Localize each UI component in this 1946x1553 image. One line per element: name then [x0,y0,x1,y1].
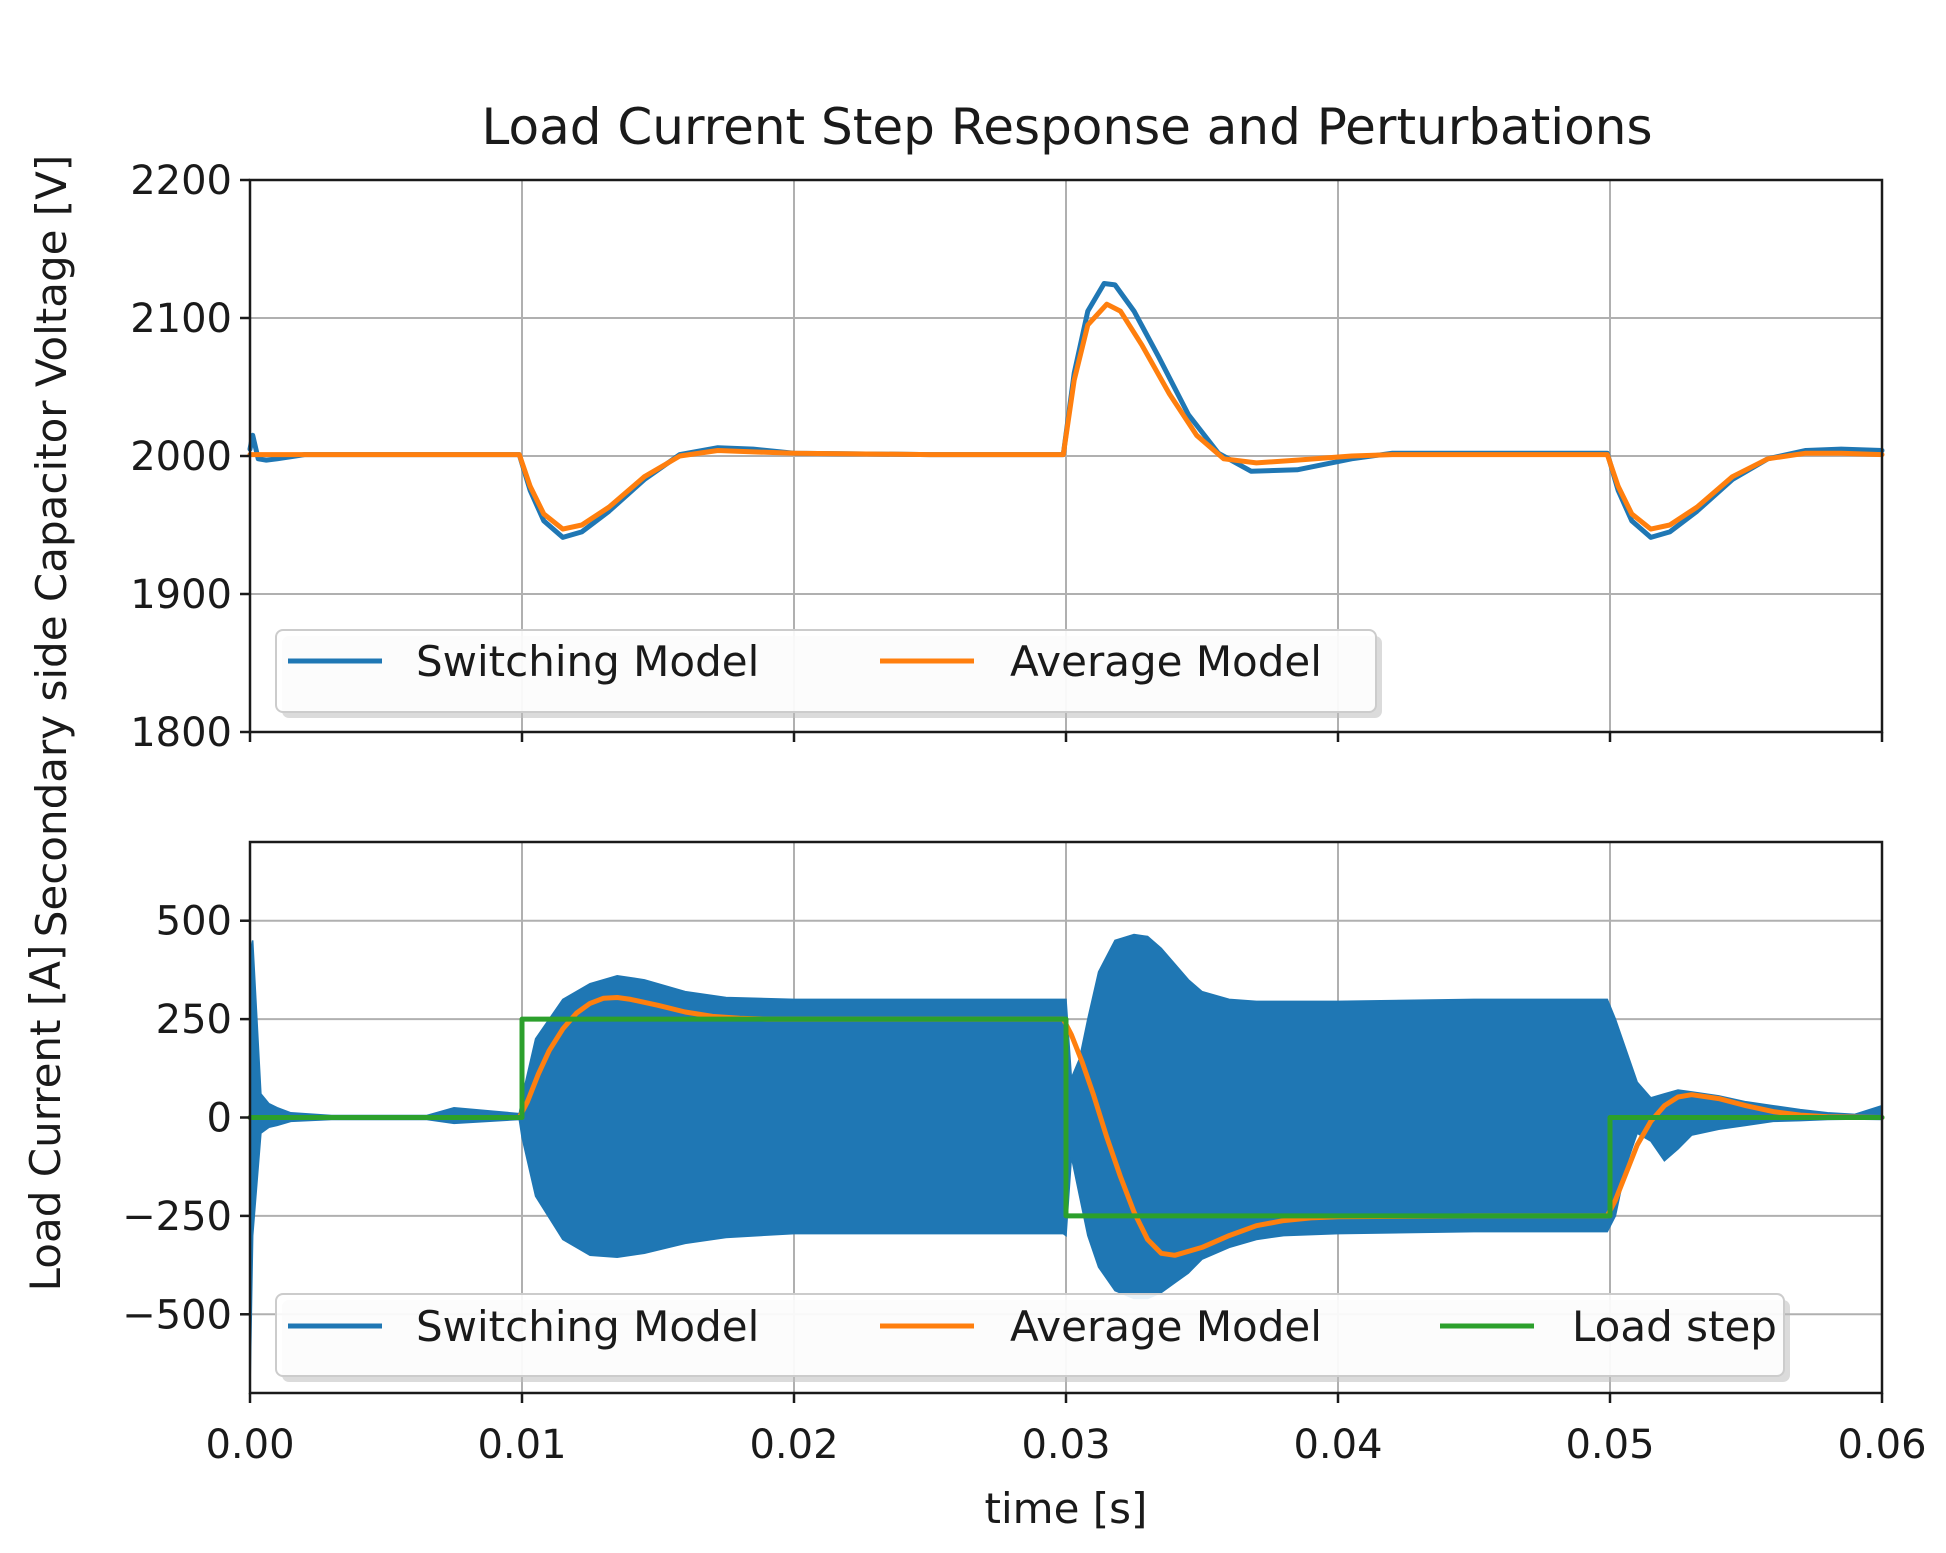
current-y-tick-label-0: −500 [122,1292,232,1338]
current-series-load-step [247,1016,1885,1219]
voltage-y-tick-label-3: 2100 [130,296,232,342]
current-legend-average-label: Average Model [1010,1302,1322,1351]
voltage-y-tick-label-2: 2000 [130,434,232,480]
x-tick-label-2: 0.02 [749,1422,838,1468]
x-tick-label-5: 0.05 [1565,1422,1654,1468]
x-axis-ticks: 0.00 0.01 0.02 0.03 0.04 0.05 0.06 [205,1422,1926,1468]
current-legend-load-step-label: Load step [1572,1302,1777,1351]
voltage-y-tick-label-1: 1900 [130,572,232,618]
current-legend: Switching Model Average Model Load step [275,1293,1790,1382]
x-axis-label: time [s] [985,1484,1148,1533]
current-y-tick-label-2: 0 [207,1096,232,1142]
current-panel: −500 −250 0 250 500 Load Current [A] Switchi… [21,840,1885,1403]
voltage-y-tick-label-4: 2200 [130,158,232,204]
current-ticks: −500 −250 0 250 500 [122,899,1884,1403]
voltage-legend: Switching Model Average Model [275,629,1382,718]
current-y-tick-label-1: −250 [122,1194,232,1240]
x-tick-label-1: 0.01 [477,1422,566,1468]
voltage-data [247,281,1885,540]
voltage-panel: 1800 1900 2000 2100 2200 Secondary side Capa… [27,155,1885,938]
current-y-tick-label-4: 500 [156,899,232,945]
voltage-series-average-model [247,301,1885,532]
voltage-legend-switching-label: Switching Model [416,637,759,686]
current-legend-switching-label: Switching Model [416,1302,759,1351]
current-series-average-model [247,995,1885,1258]
x-tick-label-4: 0.04 [1293,1422,1382,1468]
voltage-legend-box [275,629,1377,713]
voltage-ticks: 1800 1900 2000 2100 2200 [130,158,1884,756]
current-y-axis-label: Load Current [A] [21,945,70,1292]
voltage-y-tick-label-0: 1800 [130,710,232,756]
voltage-y-axis-label: Secondary side Capacitor Voltage [V] [27,155,76,938]
chart-title: Load Current Step Response and Perturbat… [482,98,1653,156]
x-tick-label-0: 0.00 [205,1422,294,1468]
x-tick-label-6: 0.06 [1837,1422,1926,1468]
voltage-legend-average-label: Average Model [1010,637,1322,686]
current-legend-box [275,1293,1785,1377]
current-y-tick-label-3: 250 [156,997,232,1043]
x-tick-label-3: 0.03 [1021,1422,1110,1468]
